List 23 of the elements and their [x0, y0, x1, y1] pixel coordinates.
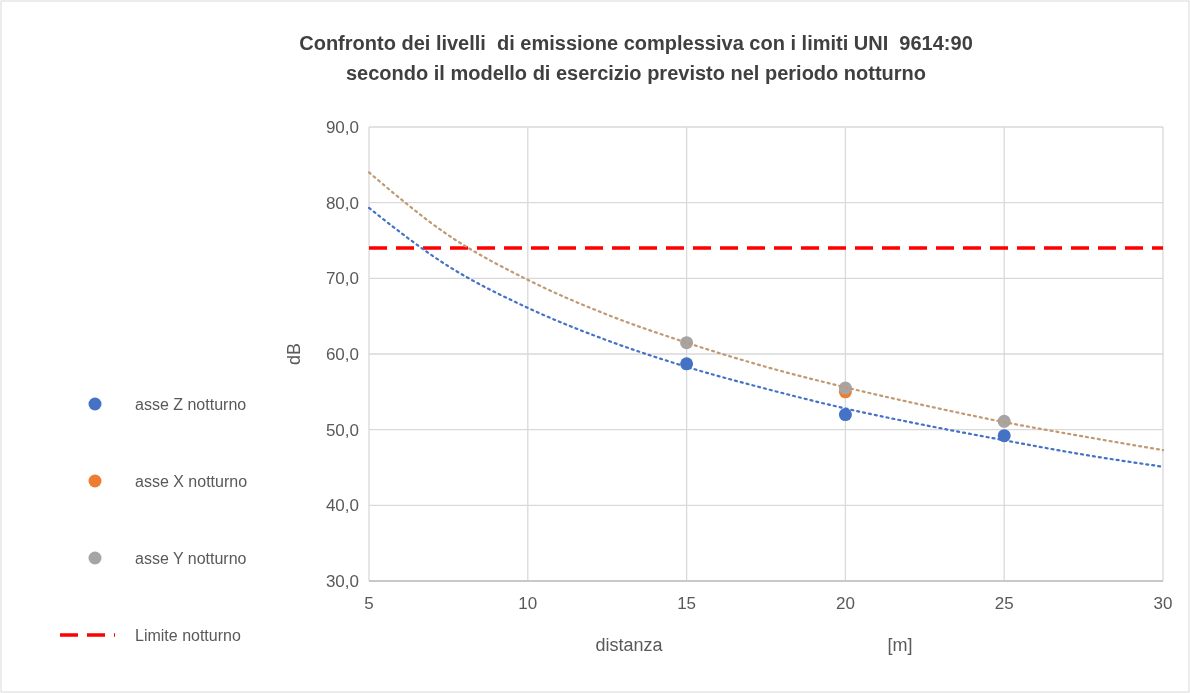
legend-label: asse X notturno: [135, 473, 248, 490]
y-tick-label: 90,0: [325, 118, 359, 137]
x-tick-label: 10: [518, 594, 538, 613]
y-tick-label: 60,0: [325, 345, 359, 364]
x-tick-label: 25: [994, 594, 1014, 613]
point: [838, 408, 852, 422]
x-tick-label: 20: [835, 594, 855, 613]
y-tick-label: 30,0: [325, 572, 359, 591]
x-tick-label: 5: [364, 594, 374, 613]
x-axis-title: distanza: [595, 635, 664, 655]
legend-label: asse Y notturno: [135, 550, 247, 567]
y-tick-label: 70,0: [325, 269, 359, 289]
legend-label: asse Z notturno: [135, 396, 247, 413]
y-tick-label: 80,0: [325, 193, 359, 213]
y-tick-label: 50,0: [325, 420, 359, 440]
line-series: [367, 171, 1165, 452]
y-tick-label: 40,0: [325, 496, 359, 516]
legend-label: Limite notturno: [135, 627, 241, 644]
x-tick-label: 30: [1153, 594, 1173, 613]
y-axis-title: dB: [284, 342, 304, 366]
x-tick-label: 15: [677, 594, 697, 613]
text: [m]: [887, 635, 913, 655]
chart-title: Confronto dei livelli di emissione complessiva con i limiti UNI 9614:90 secondo il modello di esercizio previsto nel periodo notturno: [299, 32, 973, 84]
